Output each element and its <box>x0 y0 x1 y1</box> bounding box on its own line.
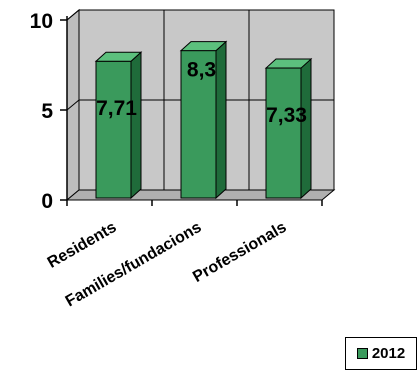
x-category-label: Families/fundacions <box>63 219 205 311</box>
y-tick-label: 10 <box>30 10 53 33</box>
bar-top <box>264 58 313 69</box>
data-label: 7,33 <box>266 104 307 127</box>
data-label: 8,3 <box>187 59 216 82</box>
bar <box>265 67 302 199</box>
bar-top <box>94 51 143 62</box>
bar <box>95 60 132 199</box>
legend-label: 2012 <box>371 345 406 362</box>
data-label: 7,71 <box>96 97 137 120</box>
gridline-side <box>66 99 80 111</box>
legend-swatch-2012 <box>356 348 368 359</box>
bar <box>180 50 217 199</box>
gridline-side <box>66 9 80 21</box>
legend: 2012 <box>345 337 417 370</box>
bar-side <box>130 51 142 200</box>
y-tick-label: 0 <box>41 190 53 213</box>
bar-top <box>179 41 228 52</box>
bar-side <box>215 40 227 200</box>
x-category-label: Residents <box>45 219 120 272</box>
x-category-label: Professionals <box>190 219 289 286</box>
y-tick-label: 5 <box>41 100 53 123</box>
bar-side <box>300 57 312 200</box>
